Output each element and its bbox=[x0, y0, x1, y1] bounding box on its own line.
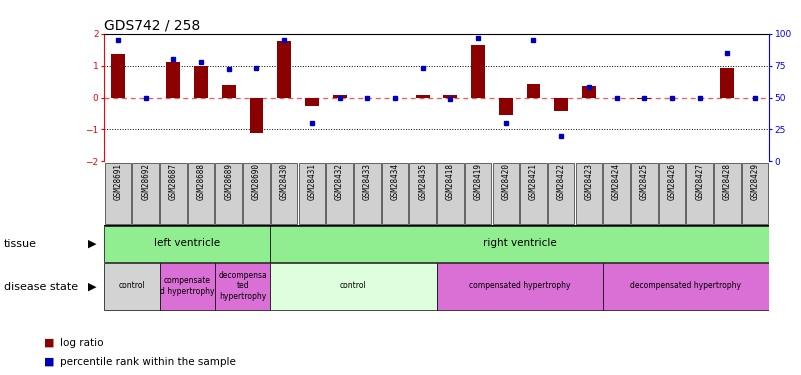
Bar bbox=[603, 162, 630, 224]
Bar bbox=[582, 86, 596, 98]
Bar bbox=[416, 95, 429, 98]
Bar bbox=[250, 98, 264, 133]
Text: GSM28435: GSM28435 bbox=[418, 162, 427, 200]
Text: GSM28426: GSM28426 bbox=[667, 162, 677, 200]
Bar bbox=[638, 98, 651, 99]
Text: GSM28692: GSM28692 bbox=[141, 162, 150, 200]
Text: GSM28428: GSM28428 bbox=[723, 162, 732, 200]
Bar bbox=[409, 162, 436, 224]
Bar bbox=[437, 264, 602, 310]
Text: GSM28691: GSM28691 bbox=[114, 162, 123, 200]
Text: control: control bbox=[119, 281, 145, 290]
Text: decompensa
ted
hypertrophy: decompensa ted hypertrophy bbox=[218, 271, 267, 301]
Bar bbox=[132, 162, 159, 224]
Bar bbox=[215, 264, 270, 310]
Bar bbox=[104, 226, 270, 262]
Bar bbox=[194, 66, 208, 98]
Bar bbox=[714, 162, 741, 224]
Text: GDS742 / 258: GDS742 / 258 bbox=[104, 19, 200, 33]
Text: GSM28423: GSM28423 bbox=[585, 162, 594, 200]
Bar bbox=[465, 162, 491, 224]
Text: percentile rank within the sample: percentile rank within the sample bbox=[60, 357, 236, 367]
Bar bbox=[111, 54, 125, 98]
Text: GSM28687: GSM28687 bbox=[169, 162, 178, 200]
Text: GSM28690: GSM28690 bbox=[252, 162, 261, 200]
Text: GSM28434: GSM28434 bbox=[391, 162, 400, 200]
Text: left ventricle: left ventricle bbox=[154, 238, 220, 248]
Text: GSM28688: GSM28688 bbox=[196, 162, 206, 200]
Text: control: control bbox=[340, 281, 367, 290]
Text: disease state: disease state bbox=[4, 282, 78, 292]
Text: GSM28430: GSM28430 bbox=[280, 162, 288, 200]
Bar bbox=[493, 162, 519, 224]
Bar bbox=[354, 162, 380, 224]
Bar bbox=[444, 95, 457, 98]
Bar bbox=[270, 264, 437, 310]
Text: compensate
d hypertrophy: compensate d hypertrophy bbox=[160, 276, 215, 296]
Bar bbox=[720, 68, 735, 98]
Bar bbox=[277, 41, 291, 98]
Bar bbox=[305, 98, 319, 106]
Bar bbox=[526, 84, 541, 98]
Bar bbox=[160, 162, 187, 224]
Bar bbox=[471, 45, 485, 98]
Text: GSM28689: GSM28689 bbox=[224, 162, 233, 200]
Bar bbox=[686, 162, 713, 224]
Bar bbox=[104, 264, 159, 310]
Bar bbox=[270, 226, 769, 262]
Bar bbox=[631, 162, 658, 224]
Text: GSM28418: GSM28418 bbox=[446, 162, 455, 200]
Text: GSM28433: GSM28433 bbox=[363, 162, 372, 200]
Text: log ratio: log ratio bbox=[60, 338, 103, 348]
Text: GSM28429: GSM28429 bbox=[751, 162, 759, 200]
Bar bbox=[602, 264, 769, 310]
Text: GSM28425: GSM28425 bbox=[640, 162, 649, 200]
Bar bbox=[658, 162, 686, 224]
Bar bbox=[299, 162, 325, 224]
Bar bbox=[105, 162, 131, 224]
Bar bbox=[326, 162, 353, 224]
Text: GSM28431: GSM28431 bbox=[308, 162, 316, 200]
Bar bbox=[187, 162, 215, 224]
Bar bbox=[215, 162, 242, 224]
Text: GSM28421: GSM28421 bbox=[529, 162, 538, 200]
Text: GSM28432: GSM28432 bbox=[335, 162, 344, 200]
Text: GSM28422: GSM28422 bbox=[557, 162, 566, 200]
Bar bbox=[554, 98, 568, 111]
Text: ■: ■ bbox=[44, 357, 54, 367]
Bar bbox=[244, 162, 270, 224]
Bar bbox=[437, 162, 464, 224]
Text: GSM28427: GSM28427 bbox=[695, 162, 704, 200]
Text: GSM28420: GSM28420 bbox=[501, 162, 510, 200]
Bar bbox=[576, 162, 602, 224]
Bar bbox=[742, 162, 768, 224]
Text: GSM28419: GSM28419 bbox=[473, 162, 482, 200]
Bar bbox=[548, 162, 574, 224]
Text: ■: ■ bbox=[44, 338, 54, 348]
Text: GSM28424: GSM28424 bbox=[612, 162, 621, 200]
Text: right ventricle: right ventricle bbox=[483, 238, 557, 248]
Text: ▶: ▶ bbox=[87, 239, 96, 249]
Text: tissue: tissue bbox=[4, 239, 37, 249]
Bar bbox=[499, 98, 513, 115]
Bar bbox=[332, 95, 347, 98]
Bar bbox=[222, 86, 235, 98]
Text: decompensated hypertrophy: decompensated hypertrophy bbox=[630, 281, 742, 290]
Bar bbox=[520, 162, 547, 224]
Bar bbox=[167, 62, 180, 98]
Bar bbox=[382, 162, 409, 224]
Bar bbox=[159, 264, 215, 310]
Text: compensated hypertrophy: compensated hypertrophy bbox=[469, 281, 570, 290]
Text: ▶: ▶ bbox=[87, 282, 96, 292]
Bar bbox=[271, 162, 297, 224]
